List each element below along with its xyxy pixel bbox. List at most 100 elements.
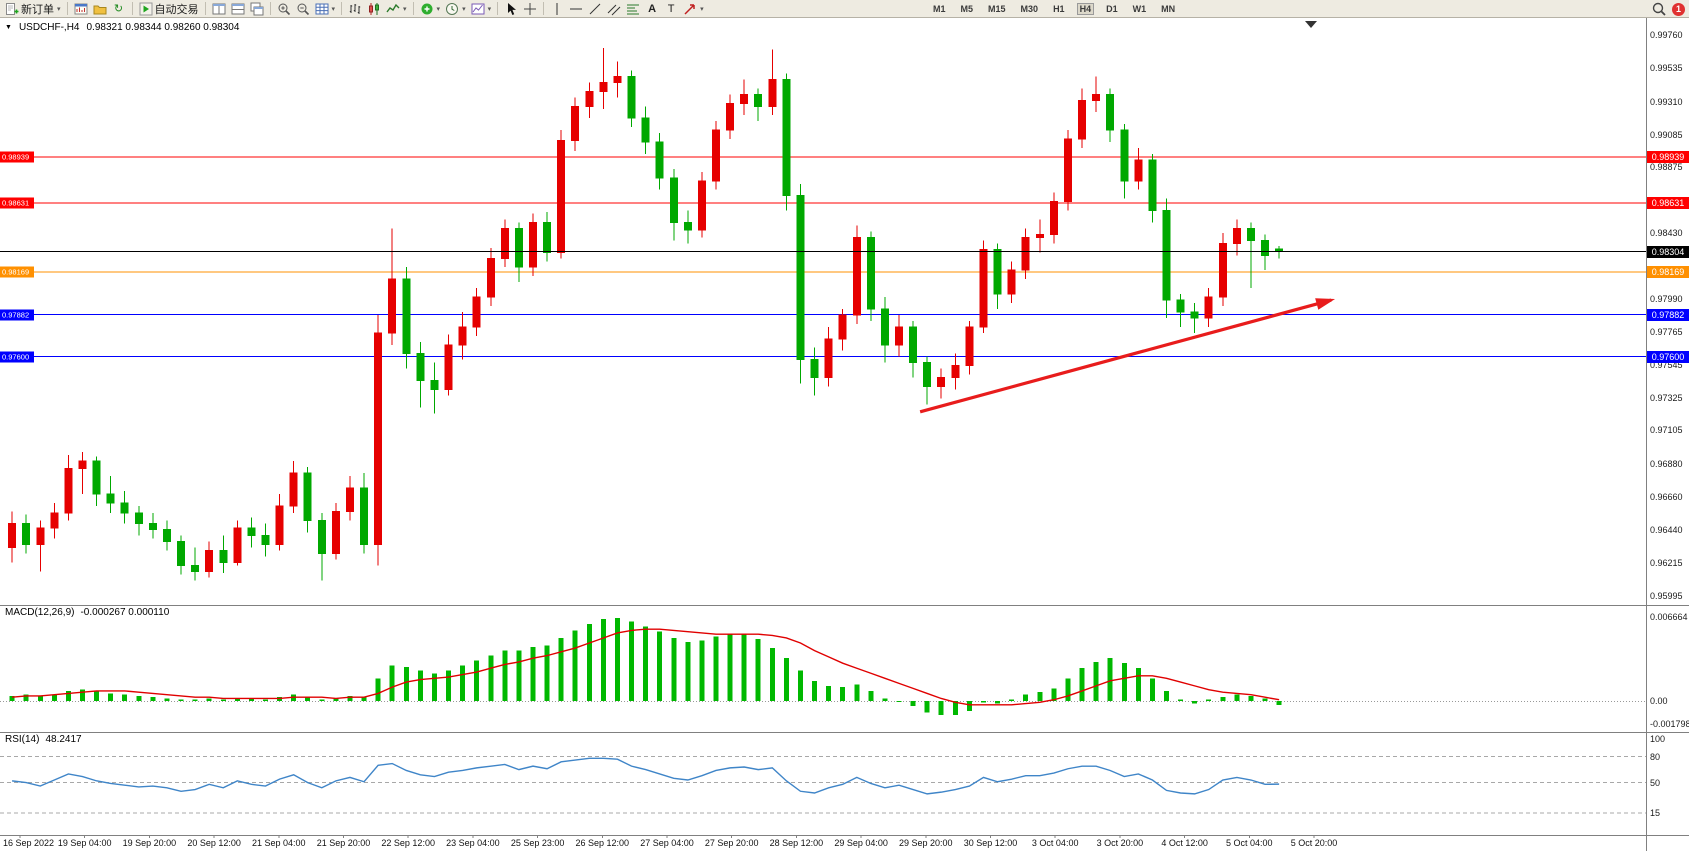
macd-histogram-bar	[854, 684, 860, 701]
zoom-in-button[interactable]	[275, 1, 293, 17]
text-button[interactable]: A	[643, 1, 661, 17]
macd-histogram-bar	[1093, 661, 1099, 701]
macd-histogram-bar	[79, 689, 85, 701]
cursor-button[interactable]	[502, 1, 520, 17]
macd-histogram-bar	[122, 694, 128, 701]
horizontal-line-button[interactable]	[567, 1, 585, 17]
line-chart-button[interactable]: ▾	[384, 1, 409, 17]
macd-histogram-bar	[826, 685, 832, 701]
macd-histogram-bar	[23, 694, 29, 701]
new-order-button[interactable]: 新订单 ▾	[3, 1, 63, 17]
macd-histogram-bar	[882, 698, 888, 701]
macd-histogram-bar	[812, 680, 818, 701]
vline-icon	[550, 2, 564, 16]
trend-arrow-head[interactable]	[1315, 298, 1336, 310]
search-icon[interactable]	[1652, 2, 1666, 16]
periods-button[interactable]: ▾	[443, 1, 468, 17]
notification-badge[interactable]: 1	[1672, 2, 1685, 16]
timeframe-h1[interactable]: H1	[1053, 4, 1065, 14]
candle-body	[430, 380, 439, 390]
timeframe-m1[interactable]: M1	[933, 4, 946, 14]
candle-body	[120, 502, 129, 514]
chevron-down-icon: ▾	[487, 5, 492, 13]
candle-body	[1246, 227, 1255, 241]
chart-canvas[interactable]	[0, 18, 1689, 851]
timeframe-m30[interactable]: M30	[1020, 4, 1039, 14]
candle-body	[388, 278, 397, 334]
candle-body	[599, 81, 608, 92]
candle-body	[528, 222, 537, 268]
timeframe-h4[interactable]: H4	[1076, 3, 1095, 15]
macd-histogram-bar	[1065, 678, 1071, 701]
macd-histogram-bar	[37, 695, 43, 701]
vertical-line-button[interactable]	[548, 1, 566, 17]
candle-body	[106, 493, 115, 504]
refresh-button[interactable]: ↻	[110, 1, 128, 17]
label-button[interactable]: T	[662, 1, 680, 17]
candle-body	[8, 523, 17, 549]
candle-body	[993, 248, 1002, 295]
candle-body	[1176, 299, 1185, 313]
candle-body	[880, 308, 889, 346]
macd-histogram-bar	[502, 650, 508, 701]
arrows-button[interactable]: ▾	[681, 1, 706, 17]
candle-body	[219, 549, 228, 563]
macd-histogram-bar	[1121, 663, 1127, 701]
shift-marker-icon[interactable]	[1305, 21, 1317, 28]
cascade-windows-button[interactable]	[248, 1, 266, 17]
macd-histogram-bar	[1079, 668, 1085, 701]
candle-body	[416, 353, 425, 382]
macd-histogram-bar	[755, 639, 761, 701]
fibonacci-button[interactable]	[624, 1, 642, 17]
chart-window-button[interactable]	[72, 1, 90, 17]
candle-body	[965, 326, 974, 367]
macd-histogram-bar	[938, 701, 944, 715]
candle-body	[500, 227, 509, 259]
templates-button[interactable]: ▾	[469, 1, 494, 17]
macd-name: MACD(12,26,9)	[5, 607, 75, 618]
macd-histogram-bar	[629, 621, 635, 701]
timeframe-w1[interactable]: W1	[1132, 4, 1147, 14]
toolbar-separator	[66, 2, 68, 15]
candle-body	[78, 460, 87, 469]
candle-body	[36, 527, 45, 546]
trendline-button[interactable]	[586, 1, 604, 17]
candle-body	[613, 75, 622, 83]
tile-horizontal-button[interactable]	[210, 1, 228, 17]
channel-button[interactable]	[605, 1, 623, 17]
autotrading-button[interactable]: 自动交易	[137, 1, 201, 17]
candle-body	[895, 326, 904, 346]
candle-body	[1021, 236, 1030, 271]
timeframe-bar: M1 M5 M15 M30 H1 H4 D1 W1 MN	[930, 1, 1178, 17]
new-order-icon	[5, 2, 19, 16]
clock-icon	[445, 2, 459, 16]
candle-body	[641, 117, 650, 143]
macd-histogram-bar	[685, 641, 691, 701]
data-window-button[interactable]: ▾	[313, 1, 338, 17]
toolbar: 新订单 ▾ ↻ 自动交易 ▾ ▾ ▾ ▾ ▾ A T ▾ M1 M5 M15 M30 H1 H4 D1 W1 MN 1	[0, 0, 1689, 18]
chart-collapse-icon[interactable]: ▼	[5, 24, 12, 31]
indicators-button[interactable]: ▾	[418, 1, 443, 17]
macd-histogram-bar	[446, 670, 452, 701]
candle-body	[458, 326, 467, 346]
rsi-label: RSI(14) 48.2417	[5, 734, 82, 745]
trend-arrow-line[interactable]	[919, 298, 1332, 414]
candle-body	[669, 177, 678, 224]
zoom-out-button[interactable]	[294, 1, 312, 17]
timeframe-m15[interactable]: M15	[988, 4, 1006, 14]
candle-body	[697, 180, 706, 231]
profiles-button[interactable]	[91, 1, 109, 17]
candle-body	[796, 195, 805, 361]
timeframe-d1[interactable]: D1	[1106, 4, 1118, 14]
timeframe-mn[interactable]: MN	[1161, 4, 1176, 14]
timeframe-m5[interactable]: M5	[960, 4, 974, 14]
tile-h-icon	[212, 2, 226, 16]
macd-histogram-bar	[896, 701, 902, 702]
crosshair-button[interactable]	[521, 1, 539, 17]
candlestick-chart-button[interactable]	[365, 1, 383, 17]
bar-chart-button[interactable]	[346, 1, 364, 17]
candle-body	[345, 487, 354, 513]
tile-vertical-button[interactable]	[229, 1, 247, 17]
candle-body	[754, 93, 763, 107]
